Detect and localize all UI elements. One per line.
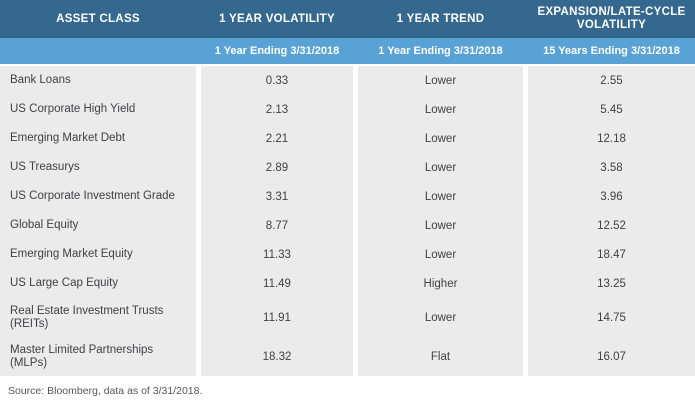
- table-row: Emerging Market Equity 11.33 Lower 18.47: [0, 240, 695, 269]
- source-note: Source: Bloomberg, data as of 3/31/2018.: [0, 376, 695, 405]
- table-row: US Large Cap Equity 11.49 Higher 13.25: [0, 269, 695, 298]
- header-asset-class: ASSET CLASS: [56, 12, 140, 25]
- one-year-trend-cell: Lower: [358, 182, 523, 211]
- expansion-volatility-cell: 13.25: [528, 269, 695, 298]
- asset-class-cell: Emerging Market Equity: [0, 240, 196, 269]
- expansion-volatility-cell: 16.07: [528, 337, 695, 376]
- expansion-volatility-cell: 3.58: [528, 153, 695, 182]
- one-year-trend-cell: Lower: [358, 153, 523, 182]
- one-year-trend-cell: Lower: [358, 298, 523, 337]
- table-row: Master Limited Partnerships (MLPs) 18.32…: [0, 337, 695, 376]
- one-year-volatility-cell: 2.21: [201, 124, 353, 153]
- one-year-volatility-cell: 2.13: [201, 95, 353, 124]
- one-year-volatility-cell: 2.89: [201, 153, 353, 182]
- table-subheader-row: 1 Year Ending 3/31/2018 1 Year Ending 3/…: [0, 38, 695, 64]
- one-year-trend-cell: Lower: [358, 66, 523, 95]
- asset-class-cell: Bank Loans: [0, 66, 196, 95]
- subheader-expansion-volatility: 15 Years Ending 3/31/2018: [543, 45, 680, 57]
- asset-class-cell: US Corporate Investment Grade: [0, 182, 196, 211]
- one-year-volatility-cell: 11.33: [201, 240, 353, 269]
- one-year-trend-cell: Lower: [358, 95, 523, 124]
- subheader-one-year-volatility: 1 Year Ending 3/31/2018: [214, 45, 340, 57]
- header-one-year-trend: 1 YEAR TREND: [396, 12, 485, 25]
- table-row: Real Estate Investment Trusts (REITs) 11…: [0, 298, 695, 337]
- asset-class-cell: Master Limited Partnerships (MLPs): [0, 337, 196, 376]
- header-one-year-volatility: 1 YEAR VOLATILITY: [219, 12, 335, 25]
- one-year-trend-cell: Lower: [358, 211, 523, 240]
- table-row: US Corporate Investment Grade 3.31 Lower…: [0, 182, 695, 211]
- table-body: Bank Loans 0.33 Lower 2.55 US Corporate …: [0, 66, 695, 376]
- table-row: Emerging Market Debt 2.21 Lower 12.18: [0, 124, 695, 153]
- expansion-volatility-cell: 5.45: [528, 95, 695, 124]
- one-year-trend-cell: Lower: [358, 124, 523, 153]
- one-year-trend-cell: Flat: [358, 337, 523, 376]
- asset-class-cell: Global Equity: [0, 211, 196, 240]
- table-row: Global Equity 8.77 Lower 12.52: [0, 211, 695, 240]
- expansion-volatility-cell: 12.18: [528, 124, 695, 153]
- expansion-volatility-cell: 12.52: [528, 211, 695, 240]
- asset-class-cell: US Corporate High Yield: [0, 95, 196, 124]
- one-year-volatility-cell: 0.33: [201, 66, 353, 95]
- table-row: US Treasurys 2.89 Lower 3.58: [0, 153, 695, 182]
- asset-class-cell: Emerging Market Debt: [0, 124, 196, 153]
- table-row: US Corporate High Yield 2.13 Lower 5.45: [0, 95, 695, 124]
- one-year-volatility-cell: 8.77: [201, 211, 353, 240]
- asset-class-cell: Real Estate Investment Trusts (REITs): [0, 298, 196, 337]
- subheader-one-year-trend: 1 Year Ending 3/31/2018: [378, 45, 503, 57]
- header-expansion-volatility: EXPANSION/LATE-CYCLE VOLATILITY: [537, 6, 686, 31]
- table-row: Bank Loans 0.33 Lower 2.55: [0, 66, 695, 95]
- expansion-volatility-cell: 3.96: [528, 182, 695, 211]
- one-year-volatility-cell: 3.31: [201, 182, 353, 211]
- expansion-volatility-cell: 2.55: [528, 66, 695, 95]
- expansion-volatility-cell: 14.75: [528, 298, 695, 337]
- subheader-asset-class: [0, 38, 196, 64]
- one-year-trend-cell: Lower: [358, 240, 523, 269]
- expansion-volatility-cell: 18.47: [528, 240, 695, 269]
- asset-class-cell: US Treasurys: [0, 153, 196, 182]
- one-year-volatility-cell: 18.32: [201, 337, 353, 376]
- asset-class-cell: US Large Cap Equity: [0, 269, 196, 298]
- one-year-volatility-cell: 11.91: [201, 298, 353, 337]
- table-header-row: ASSET CLASS 1 YEAR VOLATILITY 1 YEAR TRE…: [0, 0, 695, 38]
- one-year-volatility-cell: 11.49: [201, 269, 353, 298]
- one-year-trend-cell: Higher: [358, 269, 523, 298]
